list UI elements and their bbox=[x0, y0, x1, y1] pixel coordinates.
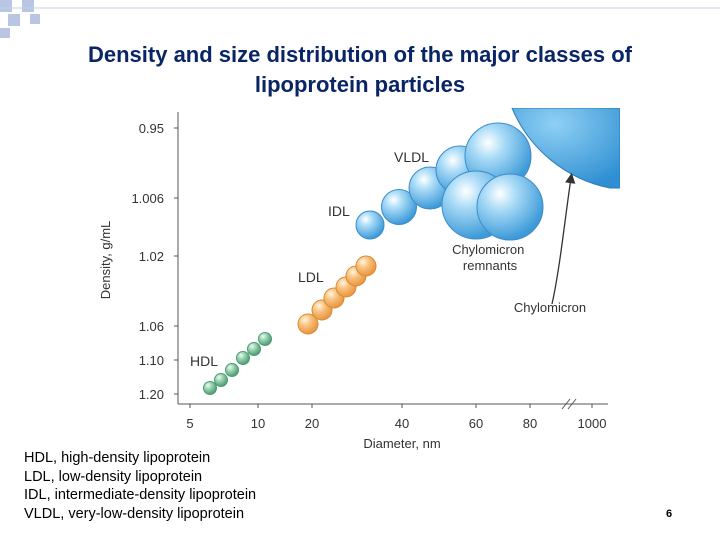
x-tick-label: 10 bbox=[251, 416, 265, 431]
chylomicron-particle bbox=[511, 108, 620, 189]
page-number: 6 bbox=[666, 508, 673, 520]
lipoprotein-chart: 0.95 1.006 1.02 1.06 1.10 1.20 5 10 20 40 60 80 100… bbox=[98, 108, 620, 451]
axis-break-mark bbox=[561, 398, 571, 410]
annotation-vldl: VLDL bbox=[394, 149, 429, 165]
hdl-particle bbox=[258, 332, 272, 346]
legend-idl: IDL, intermediate-density lipoprotein bbox=[24, 487, 257, 503]
annotation-hdl: HDL bbox=[190, 353, 218, 369]
slide-title: Density and size distribution of the maj… bbox=[40, 40, 680, 100]
hdl-particle bbox=[247, 342, 261, 356]
idl-particle bbox=[381, 189, 417, 225]
legend-ldl: LDL, low-density lipoprotein bbox=[24, 468, 203, 485]
annotation-ldl: LDL bbox=[298, 269, 324, 285]
ldl-particle bbox=[297, 313, 319, 335]
annotation-chylomicron-remnants: Chylomicron remnants bbox=[452, 242, 528, 273]
x-tick-label: 40 bbox=[395, 416, 409, 431]
corner-square bbox=[0, 0, 12, 12]
y-tick-label: 1.006 bbox=[131, 191, 164, 206]
x-tick-label: 60 bbox=[469, 416, 483, 431]
hdl-particle bbox=[236, 351, 250, 365]
ldl-particle bbox=[355, 255, 377, 277]
slide-title-line1: Density and size distribution of the maj… bbox=[87, 42, 632, 67]
x-tick-label: 20 bbox=[305, 416, 319, 431]
x-tick-label: 5 bbox=[186, 416, 193, 431]
x-axis-title: Diameter, nm bbox=[363, 436, 440, 451]
chylomicron-remnant-particle bbox=[476, 173, 544, 241]
y-axis-title: Density, g/mL bbox=[98, 221, 113, 300]
annotation-idl: IDL bbox=[328, 203, 350, 219]
corner-decoration bbox=[0, 0, 720, 38]
legend-vldl: VLDL, very-low-density lipoprotein bbox=[24, 505, 245, 522]
chylomicron-arrow bbox=[551, 172, 576, 305]
hdl-particle bbox=[203, 381, 217, 395]
corner-square bbox=[0, 28, 10, 38]
x-tick-label: 80 bbox=[523, 416, 537, 431]
hdl-particle bbox=[225, 363, 239, 377]
idl-particle bbox=[355, 210, 385, 240]
y-tick-label: 1.20 bbox=[139, 387, 164, 402]
corner-square bbox=[22, 0, 34, 12]
axis-break-mark bbox=[567, 398, 577, 410]
y-tick-label: 1.10 bbox=[139, 353, 164, 368]
corner-square bbox=[30, 14, 40, 24]
abbreviation-legend: HDL, high-density lipoprotein LDL, low-d… bbox=[24, 449, 256, 523]
legend-hdl: HDL, high-density lipoprotein bbox=[24, 450, 211, 466]
corner-square bbox=[8, 14, 20, 26]
y-tick-label: 1.02 bbox=[139, 249, 164, 264]
slide-title-line2: lipoprotein particles bbox=[254, 72, 466, 97]
x-tick-label: 1000 bbox=[578, 416, 607, 431]
y-tick-label: 0.95 bbox=[139, 121, 164, 136]
y-tick-label: 1.06 bbox=[139, 319, 164, 334]
hdl-particle bbox=[214, 373, 228, 387]
annotation-chylomicron: Chylomicron bbox=[514, 300, 586, 315]
